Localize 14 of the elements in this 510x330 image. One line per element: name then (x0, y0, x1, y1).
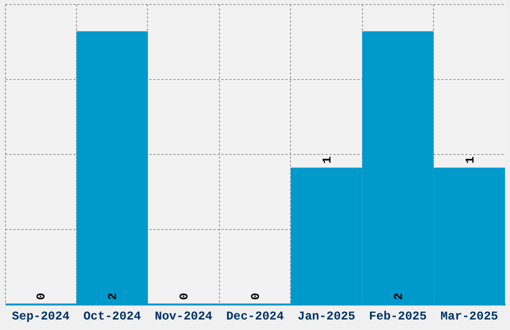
x-tick-label: Mar-2025 (440, 310, 498, 324)
data-label: 2 (106, 292, 120, 300)
data-label: 1 (463, 156, 478, 164)
x-tick-label: Oct-2024 (83, 310, 141, 324)
data-label: 0 (34, 292, 49, 300)
data-label: 1 (320, 156, 334, 164)
x-tick-label: Dec-2024 (226, 310, 284, 324)
data-label: 0 (249, 292, 263, 300)
x-tick-label: Jan-2025 (298, 310, 356, 324)
x-tick-label: Nov-2024 (154, 310, 212, 324)
x-tick-label: Sep-2024 (12, 310, 70, 324)
data-label: 2 (392, 292, 406, 300)
data-label: 0 (178, 292, 192, 300)
x-tick-label: Feb-2025 (369, 310, 427, 324)
